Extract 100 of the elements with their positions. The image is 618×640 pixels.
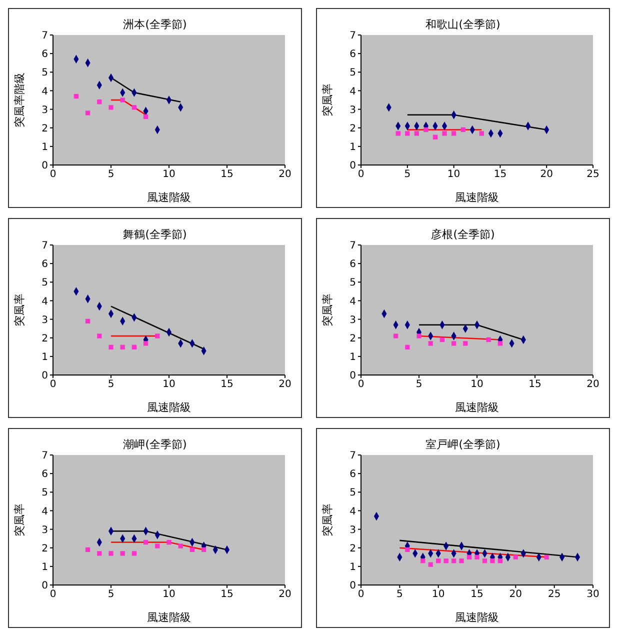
chart-title: 舞鶴(全季節) [122, 227, 188, 242]
y-tick-label: 4 [350, 296, 356, 308]
x-tick-label: 30 [586, 589, 600, 600]
y-tick-label: 5 [350, 278, 356, 289]
point [132, 551, 137, 556]
x-axis-title: 風速階級 [147, 191, 191, 204]
point [190, 547, 195, 552]
point [463, 341, 468, 346]
y-tick-label: 1 [42, 352, 48, 363]
x-tick-label: 15 [220, 169, 234, 180]
y-tick-label: 7 [42, 30, 48, 42]
point [97, 100, 102, 104]
x-tick-label: 15 [220, 589, 234, 600]
y-tick-label: 1 [350, 142, 356, 153]
y-tick-label: 1 [350, 562, 356, 573]
x-tick-label: 20 [540, 169, 553, 180]
point [108, 551, 114, 556]
point [85, 318, 90, 324]
point [444, 558, 448, 564]
point [405, 547, 410, 552]
point [108, 105, 114, 110]
point [393, 334, 398, 338]
x-tick-label: 10 [162, 589, 176, 600]
x-tick-label: 10 [162, 169, 176, 180]
x-axis-title: 風速階級 [455, 191, 499, 204]
point [451, 558, 456, 564]
y-tick-label: 2 [350, 333, 356, 344]
x-tick-label: 5 [404, 169, 411, 180]
y-tick-label: 7 [350, 30, 356, 42]
point [166, 540, 172, 545]
y-tick-label: 4 [42, 296, 48, 308]
point [120, 98, 125, 102]
point [459, 558, 464, 564]
y-tick-label: 2 [350, 123, 356, 134]
x-tick-label: 10 [162, 379, 176, 390]
point [132, 105, 137, 110]
chart-title: 和歌山(全季節) [424, 17, 502, 32]
x-tick-label: 15 [494, 169, 507, 180]
x-tick-label: 15 [220, 379, 234, 390]
y-tick-label: 1 [42, 562, 48, 573]
y-tick-label: 7 [350, 450, 356, 462]
point [143, 540, 148, 545]
x-tick-label: 20 [278, 169, 292, 180]
x-tick-label: 0 [358, 589, 364, 600]
x-tick-label: 20 [586, 379, 600, 390]
chart-title: 洲本(全季節) [122, 17, 188, 32]
x-tick-label: 5 [108, 589, 114, 600]
point [396, 131, 400, 136]
x-tick-label: 5 [416, 379, 422, 390]
y-tick-label: 4 [350, 86, 356, 98]
y-axis-title: 突風率 [320, 504, 334, 536]
x-tick-label: 15 [470, 589, 484, 600]
y-tick-label: 5 [350, 68, 356, 79]
point [414, 131, 420, 136]
point [143, 114, 148, 120]
y-axis-title: 突風率階級 [12, 72, 26, 128]
y-tick-label: 6 [42, 259, 48, 270]
y-tick-label: 3 [42, 104, 48, 116]
y-tick-label: 4 [350, 506, 356, 518]
y-axis-title: 突風率 [320, 84, 334, 116]
y-tick-label: 3 [42, 524, 48, 536]
point [120, 551, 125, 556]
y-tick-label: 3 [350, 104, 356, 116]
x-axis-title: 風速階級 [147, 401, 191, 414]
chart-title: 潮岬(全季節) [122, 437, 188, 452]
point [432, 134, 438, 140]
y-axis-title: 突風率 [12, 294, 26, 326]
point [416, 334, 422, 338]
point [132, 344, 137, 350]
x-tick-label: 25 [548, 589, 561, 600]
point [405, 344, 410, 350]
point [451, 131, 456, 136]
point [498, 558, 503, 564]
x-tick-label: 15 [528, 379, 542, 390]
y-tick-label: 0 [42, 580, 48, 592]
x-tick-label: 20 [278, 379, 292, 390]
y-tick-label: 5 [42, 488, 48, 499]
chart-title: 室戸岬(全季節) [424, 437, 502, 452]
y-tick-label: 7 [42, 450, 48, 462]
point [201, 547, 206, 552]
point [405, 131, 410, 136]
point [482, 558, 488, 564]
y-tick-label: 2 [42, 333, 48, 344]
y-tick-label: 3 [350, 314, 356, 326]
x-tick-label: 5 [396, 589, 403, 600]
y-tick-label: 0 [42, 370, 48, 382]
y-tick-label: 6 [42, 49, 48, 60]
y-tick-label: 0 [350, 370, 356, 382]
y-tick-label: 6 [350, 49, 356, 60]
x-tick-label: 10 [447, 169, 460, 180]
y-tick-label: 4 [42, 86, 48, 98]
point [440, 337, 445, 342]
point [486, 337, 491, 342]
x-tick-label: 0 [358, 169, 364, 180]
point [74, 94, 79, 99]
point [474, 554, 480, 560]
x-axis-title: 風速階級 [147, 611, 191, 624]
y-tick-label: 6 [42, 469, 48, 480]
point [424, 127, 428, 132]
x-axis-title: 風速階級 [455, 401, 499, 414]
